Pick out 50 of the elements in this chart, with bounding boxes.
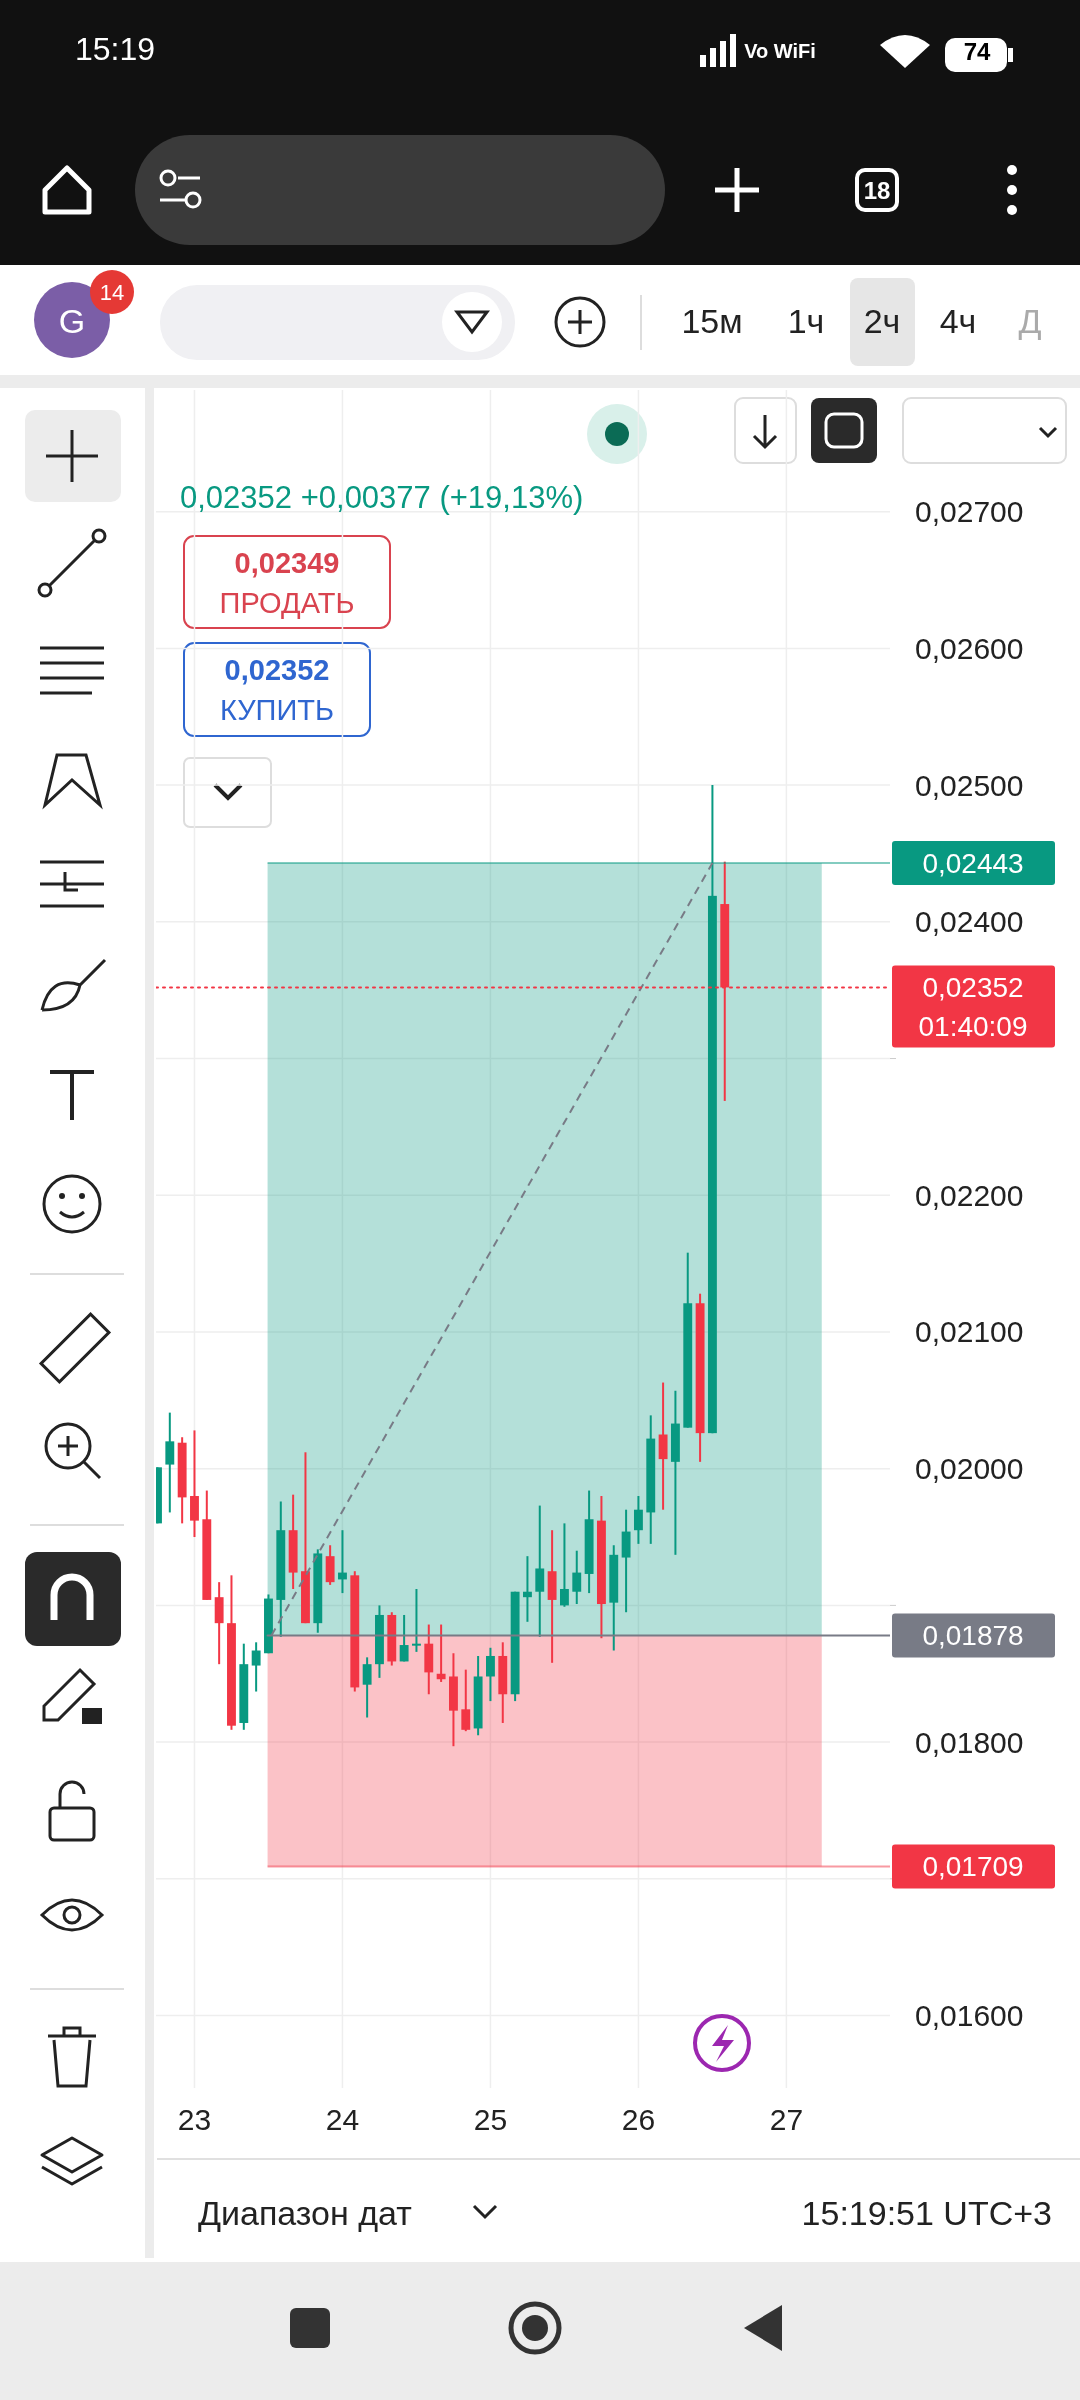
candlestick [251, 1641, 261, 1693]
candlestick [412, 1587, 421, 1653]
candlestick [362, 1656, 372, 1719]
ref-line-label: 0,02352 [922, 972, 1024, 1004]
candlestick [560, 1522, 569, 1608]
y-tick-label: 0,01800 [915, 1725, 1024, 1759]
text: Диапазон дат [198, 2194, 412, 2232]
text: G [58, 302, 86, 340]
text: Д [1018, 302, 1042, 340]
y-tick-label: 0,02700 [915, 495, 1024, 529]
ref-line-label: 0,01878 [922, 1620, 1024, 1652]
text: 14 [99, 280, 125, 305]
y-tick-label: 0,01600 [915, 1999, 1024, 2033]
annotation: 0,02352 [224, 654, 330, 686]
band-label: 0,01709 [922, 1851, 1024, 1883]
text: Vo WiFi [744, 40, 816, 62]
band-label: 0,02443 [922, 847, 1024, 879]
y-tick-label: 0,02200 [915, 1178, 1024, 1212]
text: 4ч [939, 302, 977, 340]
candlestick [399, 1613, 409, 1663]
candlestick [486, 1646, 495, 1703]
candlestick [633, 1495, 643, 1545]
y-tick-label: 0,02600 [915, 631, 1024, 665]
y-tick-label: 0,02100 [915, 1315, 1024, 1349]
text: 18 [863, 177, 891, 204]
x-tick-label: 23 [177, 2103, 212, 2136]
text: 15:19 [75, 31, 156, 67]
x-tick-label: 27 [769, 2103, 804, 2136]
candlestick [436, 1623, 446, 1683]
text: 2ч [863, 302, 901, 340]
x-tick-label: 24 [325, 2103, 360, 2136]
text: 1ч [787, 302, 825, 340]
x-tick-label: 25 [473, 2103, 508, 2136]
annotation: 0,02349 [234, 547, 340, 579]
candlestick [572, 1549, 582, 1606]
candlestick [165, 1411, 175, 1514]
x-tick-label: 26 [621, 2103, 656, 2136]
annotation: КУПИТЬ [219, 694, 335, 726]
y-tick-label: 0,02400 [915, 905, 1024, 939]
y-tick-label: 0,02000 [915, 1452, 1024, 1486]
candlestick [523, 1555, 532, 1623]
candlestick [461, 1668, 471, 1733]
candlestick [535, 1504, 545, 1638]
text: 01:40:09 [918, 1011, 1028, 1042]
text: 74 [963, 38, 991, 65]
text: 15м [681, 302, 743, 340]
y-tick-label: 0,02500 [915, 768, 1024, 802]
text: 15:19:51 UTC+3 [801, 2194, 1052, 2232]
annotation: ПРОДАТЬ [219, 587, 355, 619]
annotation: 0,02352 +0,00377 (+19,13%) [180, 480, 584, 515]
